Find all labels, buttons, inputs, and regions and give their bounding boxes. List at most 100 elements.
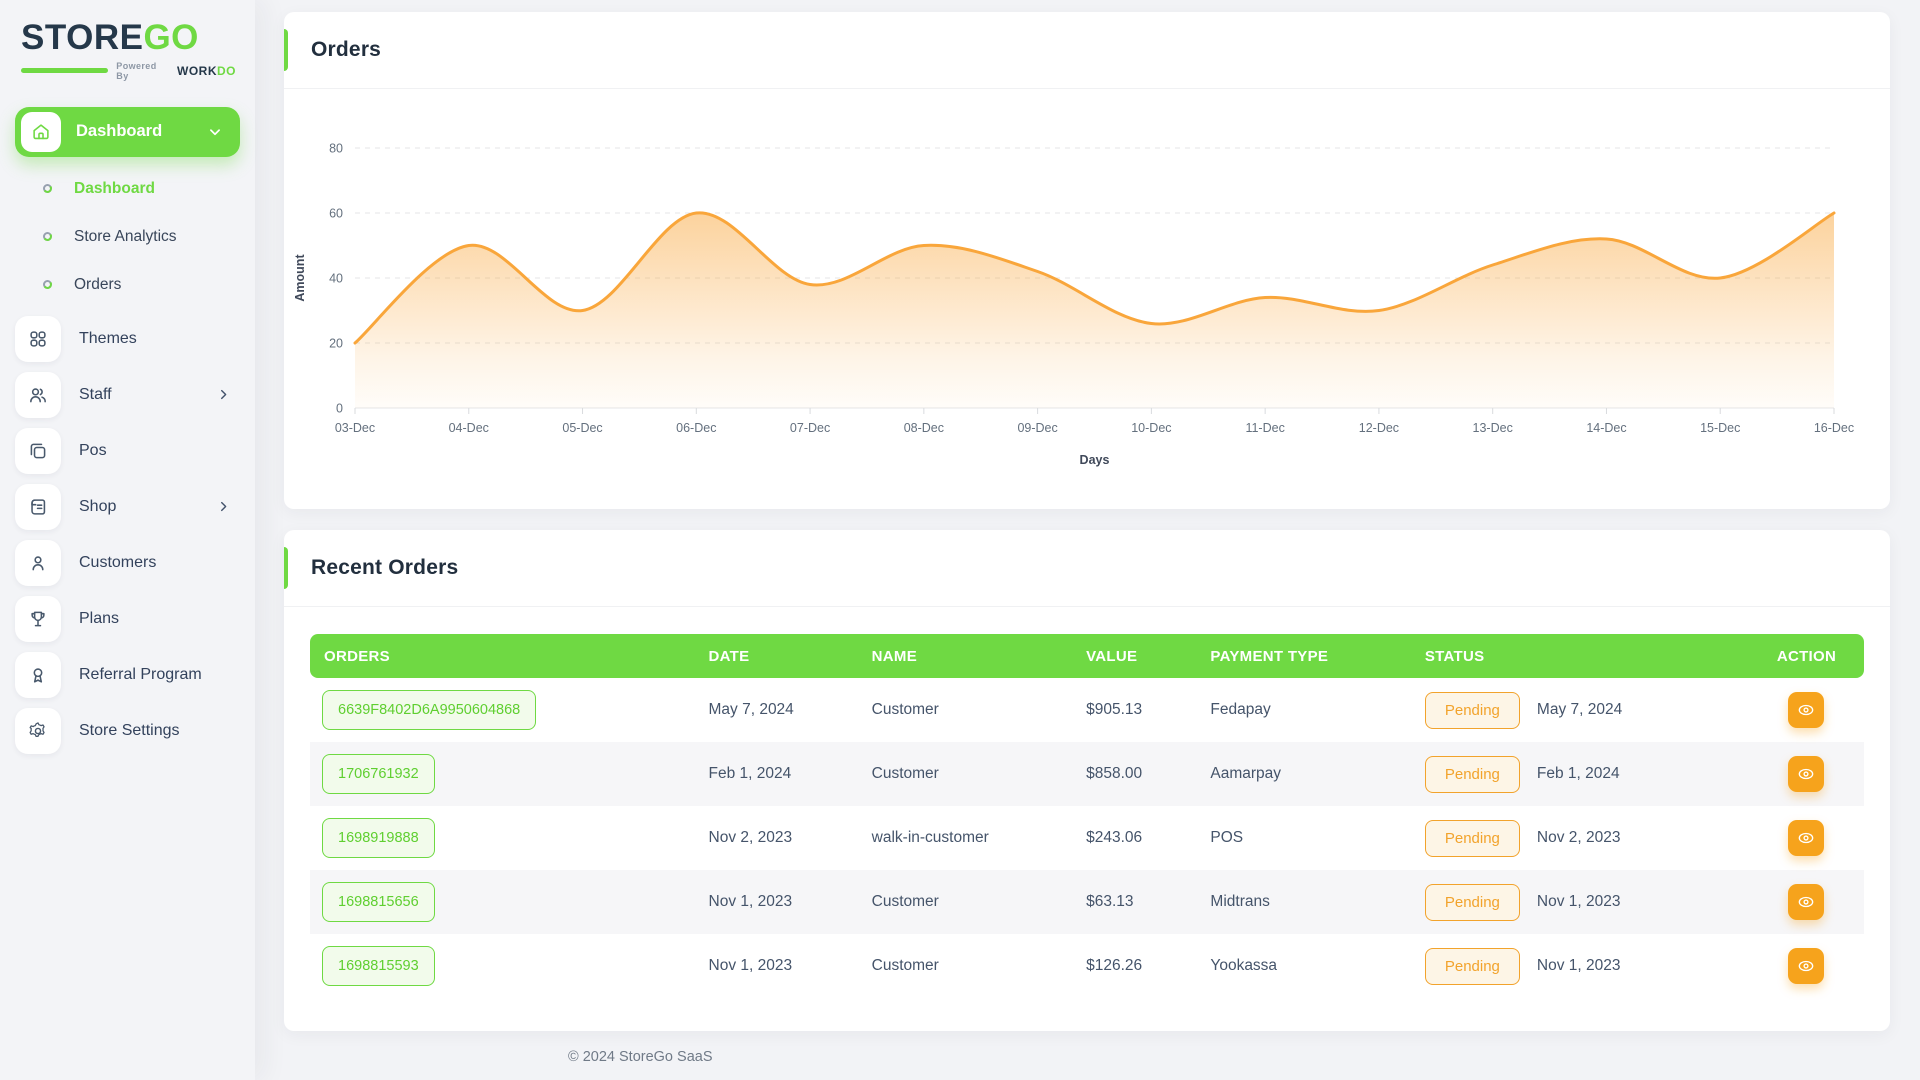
sidebar: STOREGO Powered By WORKDO Dashboard Dash…	[0, 0, 255, 1080]
orders-table-body: 6639F8402D6A9950604868 May 7, 2024 Custo…	[310, 678, 1864, 998]
svg-text:03-Dec: 03-Dec	[335, 421, 375, 435]
eye-icon	[1796, 764, 1816, 784]
order-id-badge[interactable]: 6639F8402D6A9950604868	[322, 690, 537, 730]
orders-card-title: Orders	[311, 38, 382, 61]
sidebar-group-dashboard[interactable]: Dashboard	[15, 106, 240, 157]
order-id-badge[interactable]: 1706761932	[322, 754, 435, 794]
eye-icon	[1796, 892, 1816, 912]
status-date: May 7, 2024	[1536, 701, 1623, 718]
home-icon	[21, 111, 61, 152]
main-content: Orders 0 20 40 60 80 03-Dec 04-Dec 05-Dec 06-Dec…	[284, 12, 1890, 1065]
payment-type-cell: Aamarpay	[1210, 765, 1282, 782]
chevron-right-icon	[215, 386, 232, 403]
sidebar-item-pos[interactable]: Pos	[15, 423, 240, 479]
status-date: Nov 2, 2023	[1536, 829, 1621, 846]
sidebar-item-customers[interactable]: Customers	[15, 535, 240, 591]
order-value-cell: $63.13	[1086, 893, 1134, 910]
svg-text:04-Dec: 04-Dec	[449, 421, 489, 435]
powered-by-label: Powered By	[116, 60, 157, 81]
status-badge: Pending	[1424, 819, 1520, 857]
order-value-cell: $905.13	[1086, 701, 1143, 718]
sidebar-item-list: Themes Staff Pos Shop Customers Plans Re…	[15, 311, 240, 759]
recent-orders-card: Recent Orders ORDERS DATE NAME VALUE PAY…	[284, 530, 1890, 1031]
view-order-button[interactable]	[1788, 948, 1825, 984]
eye-icon	[1796, 700, 1816, 720]
svg-text:15-Dec: 15-Dec	[1700, 421, 1740, 435]
bullet-icon	[43, 232, 52, 242]
status-badge: Pending	[1424, 947, 1520, 985]
sidebar-subitem-dashboard[interactable]: Dashboard	[15, 165, 240, 213]
eye-icon	[1796, 956, 1816, 976]
table-row: 6639F8402D6A9950604868 May 7, 2024 Custo…	[310, 678, 1864, 742]
svg-text:11-Dec: 11-Dec	[1245, 421, 1284, 435]
shop-icon	[15, 483, 61, 530]
sidebar-sub-list: Dashboard Store Analytics Orders	[15, 165, 240, 309]
view-order-button[interactable]	[1788, 884, 1825, 920]
order-date-cell: Feb 1, 2024	[708, 765, 792, 782]
table-row: 1706761932 Feb 1, 2024 Customer $858.00 …	[310, 742, 1864, 806]
card-accent-bar	[284, 29, 288, 71]
table-row: 1698815593 Nov 1, 2023 Customer $126.26 …	[310, 934, 1864, 998]
sidebar-item-shop[interactable]: Shop	[15, 479, 240, 535]
svg-text:14-Dec: 14-Dec	[1586, 421, 1626, 435]
sidebar-subitem-store-analytics[interactable]: Store Analytics	[15, 213, 240, 261]
col-name: NAME	[861, 634, 1077, 678]
status-date: Feb 1, 2024	[1536, 765, 1620, 782]
svg-text:60: 60	[329, 207, 343, 221]
sidebar-group-label: Dashboard	[76, 122, 163, 141]
recent-orders-title: Recent Orders	[311, 556, 459, 579]
sidebar-subitem-orders[interactable]: Orders	[15, 261, 240, 309]
customer-icon	[15, 539, 61, 586]
payment-type-cell: POS	[1210, 829, 1244, 846]
grid-icon	[15, 315, 61, 362]
view-order-button[interactable]	[1788, 692, 1825, 728]
sidebar-item-referral-program[interactable]: Referral Program	[15, 647, 240, 703]
order-name-cell: Customer	[871, 893, 939, 910]
svg-text:13-Dec: 13-Dec	[1473, 421, 1513, 435]
recent-orders-table: ORDERS DATE NAME VALUE PAYMENT TYPE STAT…	[310, 634, 1864, 998]
chevron-right-icon	[215, 498, 232, 515]
order-id-badge[interactable]: 1698815656	[322, 882, 435, 922]
svg-text:07-Dec: 07-Dec	[790, 421, 830, 435]
status-date: Nov 1, 2023	[1536, 893, 1621, 910]
order-id-badge[interactable]: 1698815593	[322, 946, 435, 986]
col-payment-type: PAYMENT TYPE	[1200, 634, 1415, 678]
app-logo[interactable]: STOREGO Powered By WORKDO	[15, 14, 240, 81]
status-badge: Pending	[1424, 755, 1520, 793]
status-badge: Pending	[1424, 883, 1520, 921]
sidebar-item-staff[interactable]: Staff	[15, 367, 240, 423]
gear-icon	[15, 707, 61, 754]
svg-text:10-Dec: 10-Dec	[1131, 421, 1171, 435]
order-name-cell: Customer	[871, 701, 939, 718]
order-name-cell: Customer	[871, 957, 939, 974]
order-id-badge[interactable]: 1698919888	[322, 818, 435, 858]
svg-text:05-Dec: 05-Dec	[562, 421, 602, 435]
status-badge: Pending	[1424, 691, 1520, 729]
view-order-button[interactable]	[1788, 756, 1825, 792]
order-value-cell: $126.26	[1086, 957, 1143, 974]
table-row: 1698815656 Nov 1, 2023 Customer $63.13 M…	[310, 870, 1864, 934]
order-date-cell: May 7, 2024	[708, 701, 794, 718]
order-value-cell: $243.06	[1086, 829, 1143, 846]
orders-chart-card: Orders 0 20 40 60 80 03-Dec 04-Dec 05-Dec 06-Dec…	[284, 12, 1890, 509]
svg-text:40: 40	[329, 272, 343, 286]
referral-icon	[15, 651, 61, 698]
payment-type-cell: Fedapay	[1210, 701, 1271, 718]
svg-text:06-Dec: 06-Dec	[676, 421, 716, 435]
col-orders: ORDERS	[310, 634, 699, 678]
svg-text:16-Dec: 16-Dec	[1814, 421, 1854, 435]
order-date-cell: Nov 1, 2023	[708, 893, 793, 910]
svg-text:20: 20	[329, 337, 343, 351]
sidebar-item-themes[interactable]: Themes	[15, 311, 240, 367]
bullet-icon	[43, 184, 52, 194]
pos-icon	[15, 427, 61, 474]
trophy-icon	[15, 595, 61, 642]
col-action: ACTION	[1748, 634, 1864, 678]
powered-brand: WORKDO	[177, 63, 236, 78]
sidebar-item-store-settings[interactable]: Store Settings	[15, 703, 240, 759]
svg-text:09-Dec: 09-Dec	[1017, 421, 1057, 435]
order-name-cell: Customer	[871, 765, 939, 782]
chevron-down-icon	[206, 123, 224, 141]
view-order-button[interactable]	[1788, 820, 1825, 856]
sidebar-item-plans[interactable]: Plans	[15, 591, 240, 647]
